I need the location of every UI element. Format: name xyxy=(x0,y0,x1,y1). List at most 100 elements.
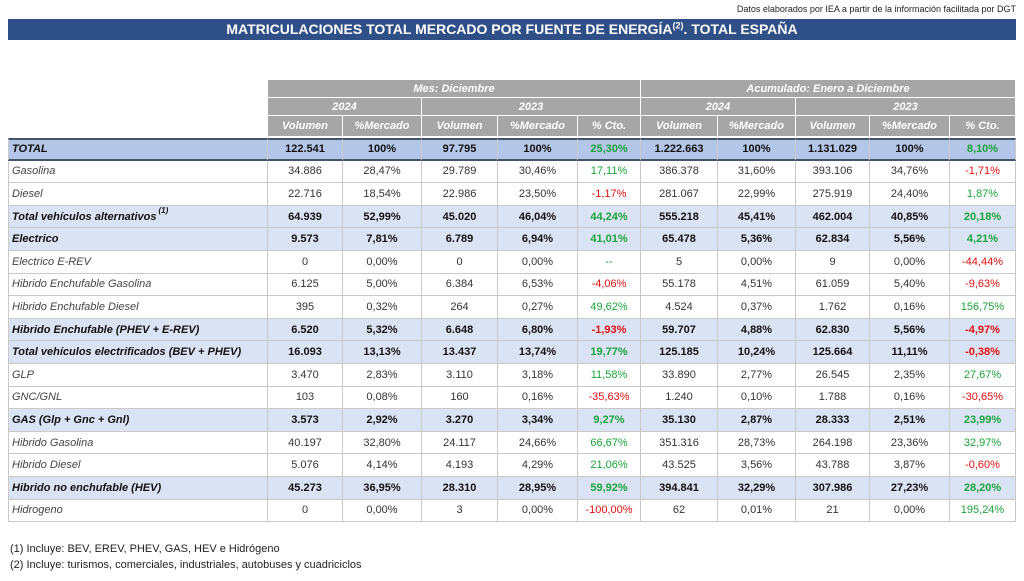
table-cell: 4,21% xyxy=(950,228,1016,251)
table-cell: 28,47% xyxy=(343,160,422,184)
table-cell: 31,60% xyxy=(718,160,796,184)
row-label: Hibrido no enchufable (HEV) xyxy=(8,477,268,500)
source-note: Datos elaborados por IEA a partir de la … xyxy=(736,4,1016,14)
table-cell: 125.185 xyxy=(641,341,718,364)
table-cell: 43.525 xyxy=(641,454,718,477)
table-cell: 6,53% xyxy=(498,273,578,297)
title-rest: . TOTAL ESPAÑA xyxy=(683,21,798,37)
table-cell: -44,44% xyxy=(950,251,1016,274)
column-header: %Mercado xyxy=(343,116,422,137)
table-cell: 122.541 xyxy=(268,138,343,161)
table-cell: 11,58% xyxy=(578,364,641,387)
table-cell: 275.919 xyxy=(796,183,870,206)
year-header: 2024 xyxy=(641,98,796,116)
table-cell: 0 xyxy=(422,251,498,274)
table-cell: 395 xyxy=(268,296,343,319)
table-cell: 0,16% xyxy=(870,386,950,410)
table-cell: -35,63% xyxy=(578,386,641,410)
table-cell: 45.273 xyxy=(268,477,343,500)
table-cell: -1,17% xyxy=(578,183,641,206)
row-label-text: Hibrido Gasolina xyxy=(12,436,94,449)
column-header: Volumen xyxy=(422,116,498,137)
table-cell: 3,34% xyxy=(498,409,578,432)
table-cell: 5 xyxy=(641,251,718,274)
group-header: Acumulado: Enero a Diciembre xyxy=(641,80,1016,98)
table-cell: 5,36% xyxy=(718,228,796,251)
table-cell: 45.020 xyxy=(422,205,498,229)
table-cell: 20,18% xyxy=(950,205,1016,229)
table-cell: 6.648 xyxy=(422,318,498,342)
row-label: Gasolina xyxy=(8,160,268,184)
table-cell: 160 xyxy=(422,386,498,410)
table-cell: 5,00% xyxy=(343,273,422,297)
row-label: Hibrido Gasolina xyxy=(8,431,268,455)
table-cell: 4.524 xyxy=(641,296,718,319)
footnote: (2) Incluye: turismos, comerciales, indu… xyxy=(10,559,362,571)
table-cell: 307.986 xyxy=(796,477,870,500)
row-label-text: Electrico xyxy=(12,233,59,246)
table-cell: 6,80% xyxy=(498,318,578,342)
table-cell: 32,80% xyxy=(343,431,422,455)
row-note: (1) xyxy=(158,205,169,215)
table-cell: 28,20% xyxy=(950,477,1016,500)
table-cell: 9 xyxy=(796,251,870,274)
table-cell: 45,41% xyxy=(718,205,796,229)
row-label: Total vehículos alternativos (1) xyxy=(8,205,268,229)
table-cell: 23,50% xyxy=(498,183,578,206)
table-cell: 3,56% xyxy=(718,454,796,477)
row-label: Hibrido Diesel xyxy=(8,454,268,477)
column-header: %Mercado xyxy=(718,116,796,137)
table-cell: 25,30% xyxy=(578,138,641,161)
row-label: GLP xyxy=(8,364,268,387)
table-cell: 2,92% xyxy=(343,409,422,432)
table-cell: 195,24% xyxy=(950,499,1016,523)
table-cell: 22.986 xyxy=(422,183,498,206)
column-header: Volumen xyxy=(268,116,343,137)
table-cell: 4.193 xyxy=(422,454,498,477)
table-cell: 62 xyxy=(641,499,718,523)
table-cell: 23,36% xyxy=(870,431,950,455)
table-cell: 100% xyxy=(343,138,422,161)
table-cell: 65.478 xyxy=(641,228,718,251)
year-header: 2024 xyxy=(268,98,422,116)
table-cell: 36,95% xyxy=(343,477,422,500)
table-cell: 0,00% xyxy=(343,251,422,274)
table-cell: 59,92% xyxy=(578,477,641,500)
table-cell: 1.131.029 xyxy=(796,138,870,161)
table-cell: 3.270 xyxy=(422,409,498,432)
table-cell: -1,93% xyxy=(578,318,641,342)
table-cell: 32,29% xyxy=(718,477,796,500)
table-cell: 23,99% xyxy=(950,409,1016,432)
table-cell: 66,67% xyxy=(578,431,641,455)
table-cell: 0,01% xyxy=(718,499,796,523)
table-cell: 17,11% xyxy=(578,160,641,184)
table-cell: -0,38% xyxy=(950,341,1016,364)
row-label: Hibrido Enchufable Diesel xyxy=(8,296,268,319)
table-cell: 3.110 xyxy=(422,364,498,387)
table-cell: 264 xyxy=(422,296,498,319)
table-cell: 44,24% xyxy=(578,205,641,229)
row-label-text: Total vehículos electrificados (BEV + PH… xyxy=(12,346,242,359)
table-cell: 4,29% xyxy=(498,454,578,477)
row-label-text: Electrico E-REV xyxy=(12,255,91,268)
table-cell: 28,95% xyxy=(498,477,578,500)
row-label-text: GAS (Glp + Gnc + Gnl) xyxy=(12,413,130,426)
table-cell: 100% xyxy=(718,138,796,161)
row-label-text: Hibrido Enchufable (PHEV + E-REV) xyxy=(12,323,200,336)
table-cell: 24,40% xyxy=(870,183,950,206)
table-cell: 18,54% xyxy=(343,183,422,206)
table-cell: 3,87% xyxy=(870,454,950,477)
footnote: (1) Incluye: BEV, EREV, PHEV, GAS, HEV e… xyxy=(10,543,280,555)
table-cell: 3.573 xyxy=(268,409,343,432)
table-cell: 0,00% xyxy=(870,251,950,274)
column-header: Volumen xyxy=(796,116,870,137)
table-cell: 125.664 xyxy=(796,341,870,364)
table-cell: 52,99% xyxy=(343,205,422,229)
table-cell: 28.310 xyxy=(422,477,498,500)
table-cell: 386.378 xyxy=(641,160,718,184)
row-label-text: Hibrido Enchufable Gasolina xyxy=(12,278,152,291)
table-cell: 22,99% xyxy=(718,183,796,206)
column-header: %Mercado xyxy=(870,116,950,137)
row-label: Electrico E-REV xyxy=(8,251,268,274)
